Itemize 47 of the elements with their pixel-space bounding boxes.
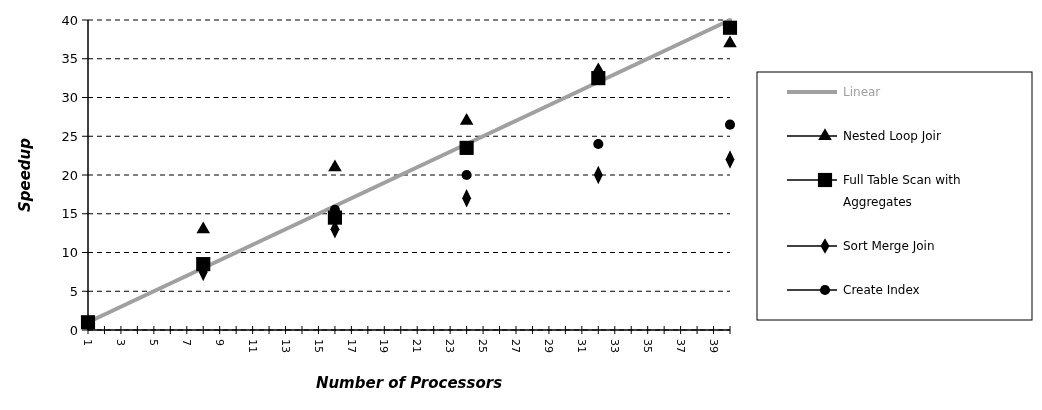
x-tick-label: 11 (245, 339, 259, 353)
y-tick-label: 40 (61, 12, 78, 28)
y-tick-label: 15 (61, 206, 78, 222)
x-tick-label: 23 (443, 339, 457, 353)
y-tick-label: 25 (61, 128, 78, 144)
point (80, 315, 96, 330)
x-tick-label: 9 (212, 339, 226, 346)
legend-label: Create Index (843, 283, 920, 298)
point (593, 138, 604, 150)
legend-label: Full Table Scan with Aggregates (843, 173, 961, 210)
x-axis-title: Number of Processors (315, 374, 503, 392)
legend-label: Nested Loop Joir (843, 129, 941, 144)
x-tick-label: 27 (509, 339, 523, 353)
x-tick-label: 1 (81, 339, 95, 346)
y-tick-label: 10 (61, 245, 78, 261)
x-tick-label: 33 (607, 339, 621, 353)
point (328, 159, 342, 172)
x-tick-label: 17 (344, 339, 358, 353)
y-tick-label: 0 (69, 322, 78, 338)
x-tick-label: 25 (476, 339, 490, 353)
x-tick-label: 15 (311, 339, 325, 353)
x-tick-label: 5 (147, 339, 160, 346)
x-tick-label: 35 (640, 339, 654, 353)
point (196, 221, 211, 234)
point (591, 71, 606, 86)
x-tick-label: 29 (542, 339, 556, 353)
x-tick-label: 3 (114, 339, 128, 346)
legend-label: Sort Merge Join (843, 239, 935, 254)
x-tick-label: 31 (575, 339, 588, 353)
x-tick-label: 19 (377, 339, 391, 353)
y-tick-label: 35 (61, 51, 78, 67)
x-tick-label: 13 (278, 339, 292, 353)
point (722, 20, 738, 35)
x-tick-label: 7 (179, 339, 193, 346)
y-tick-label: 20 (61, 167, 78, 183)
x-tick-label: 39 (706, 339, 720, 353)
point (459, 140, 474, 155)
y-tick-label: 30 (61, 90, 78, 106)
point (724, 119, 736, 130)
point (461, 169, 472, 181)
point (723, 35, 737, 48)
point (459, 112, 474, 125)
x-tick-label: 21 (410, 339, 424, 353)
x-tick-label: 37 (673, 339, 687, 353)
legend-label: Linear (843, 85, 881, 100)
y-tick-label: 5 (69, 283, 78, 299)
y-axis-title: Speedup (16, 137, 34, 213)
